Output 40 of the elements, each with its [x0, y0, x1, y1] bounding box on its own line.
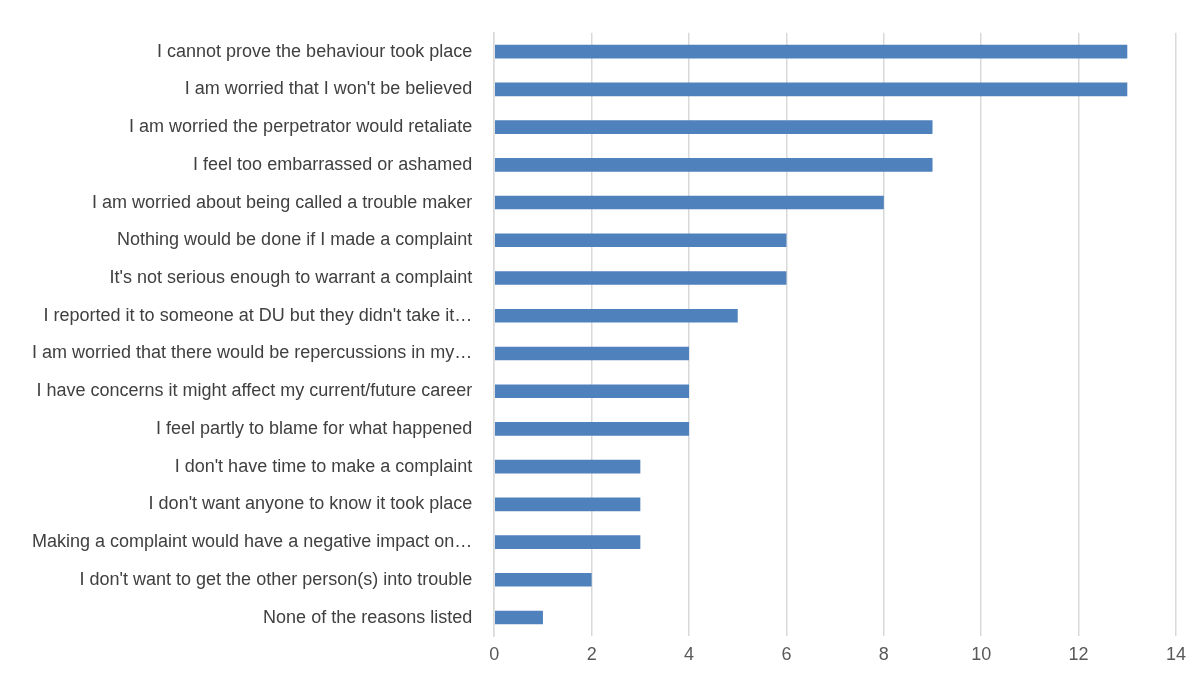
y-tick-label: I have concerns it might affect my current/future career: [36, 380, 473, 401]
y-tick-label: I feel partly to blame for what happened: [156, 417, 473, 438]
y-tick-label: I cannot prove the behaviour took place: [157, 40, 473, 61]
bar: [494, 459, 641, 474]
y-tick-label: None of the reasons listed: [263, 606, 473, 627]
y-tick-label: I feel too embarrassed or ashamed: [193, 153, 473, 174]
y-tick-label: Making a complaint would have a negative impact on…: [31, 531, 473, 552]
y-tick-label: I don't want to get the other person(s) into trouble: [79, 568, 473, 589]
y-tick-label: I am worried the perpetrator would retaliate: [129, 116, 473, 137]
bar: [494, 44, 1128, 59]
x-tick-label: 2: [586, 644, 597, 665]
bar: [494, 120, 933, 134]
x-tick-label: 8: [878, 644, 889, 665]
x-tick-label: 0: [489, 644, 500, 665]
y-tick-label: Nothing would be done if I made a complaint: [117, 229, 473, 250]
bar: [494, 535, 641, 549]
bar: [494, 158, 933, 172]
y-tick-label: I am worried that I won't be believed: [184, 78, 473, 99]
bar: [494, 346, 690, 361]
bar: [494, 610, 543, 625]
y-tick-label: It's not serious enough to warrant a complaint: [109, 266, 473, 287]
bar: [494, 573, 592, 587]
bar: [494, 195, 884, 210]
bar: [494, 384, 690, 398]
y-tick-label: I reported it to someone at DU but they didn't take it…: [43, 304, 473, 325]
bar: [494, 422, 690, 436]
bar: [494, 308, 738, 323]
bar: [494, 271, 787, 285]
y-tick-label: I don't have time to make a complaint: [174, 455, 473, 476]
bar: [494, 82, 1128, 97]
x-tick-label: 14: [1165, 644, 1187, 665]
bar: [494, 233, 787, 248]
x-tick-label: 12: [1068, 644, 1089, 665]
bar: [494, 497, 641, 512]
y-tick-label: I am worried that there would be repercussions in my…: [32, 342, 473, 363]
y-tick-label: I am worried about being called a trouble maker: [92, 191, 473, 212]
x-tick-label: 6: [781, 644, 792, 665]
x-tick-label: 10: [971, 644, 992, 665]
x-tick-label: 4: [684, 644, 695, 665]
y-tick-label: I don't want anyone to know it took place: [148, 493, 473, 514]
